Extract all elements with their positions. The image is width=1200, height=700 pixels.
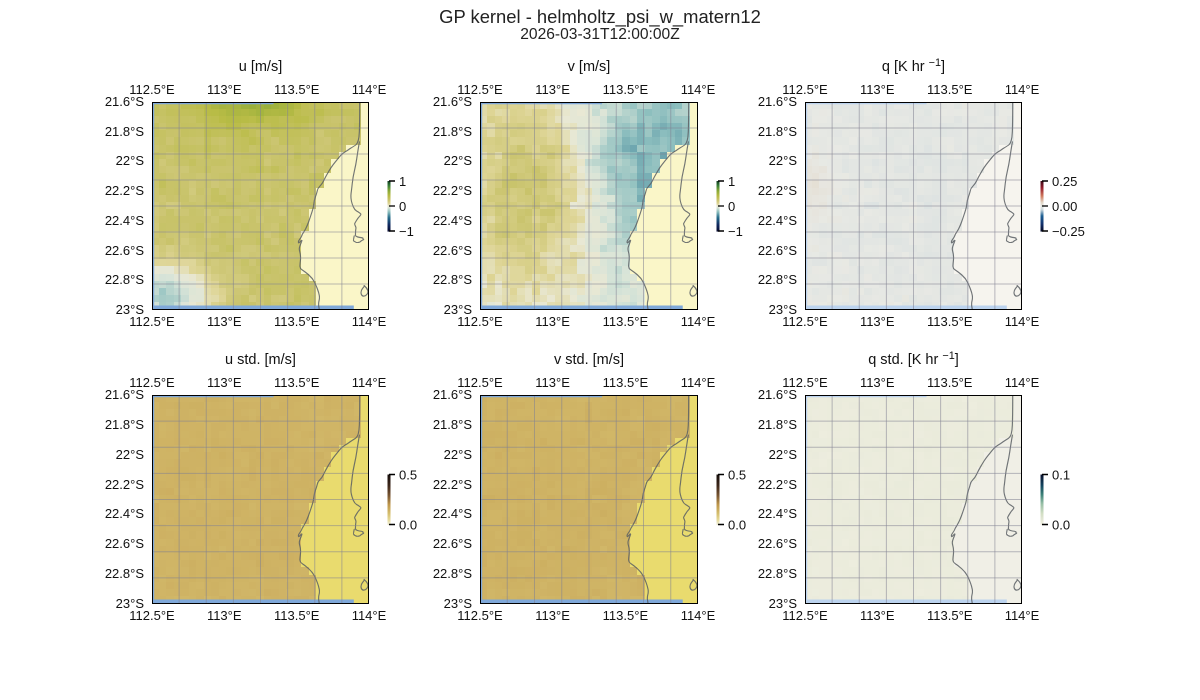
svg-text:0: 0	[399, 199, 406, 214]
svg-text:0.1: 0.1	[1052, 468, 1070, 483]
svg-text:1: 1	[399, 174, 406, 189]
svg-text:0.25: 0.25	[1052, 174, 1077, 189]
svg-text:−0.25: −0.25	[1052, 224, 1085, 239]
svg-text:0.00: 0.00	[1052, 199, 1077, 214]
svg-text:0: 0	[728, 199, 735, 214]
svg-text:1: 1	[728, 174, 735, 189]
svg-text:0.0: 0.0	[1052, 518, 1070, 533]
